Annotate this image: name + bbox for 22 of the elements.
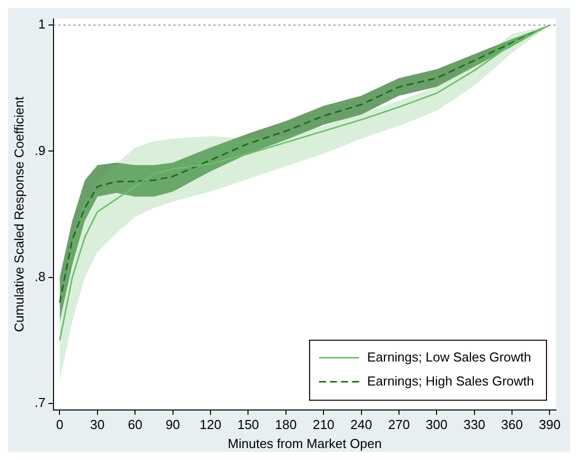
x-tick-label: 390 [538, 417, 561, 432]
y-tick-label: .8 [34, 268, 46, 284]
x-tick-label: 120 [200, 417, 222, 432]
x-tick-label: 180 [275, 417, 297, 432]
x-axis-title: Minutes from Market Open [228, 436, 382, 451]
y-tick-label: 1 [38, 16, 46, 32]
x-tick-label: 270 [388, 417, 410, 432]
legend-label: Earnings; High Sales Growth [367, 373, 534, 388]
y-axis-title: Cumulative Scaled Response Coefficient [11, 96, 26, 332]
x-tick-label: 330 [463, 417, 486, 432]
x-tick-label: 30 [90, 417, 105, 432]
x-tick-label: 90 [166, 417, 180, 432]
x-tick-label: 300 [426, 417, 448, 432]
y-tick-label: .9 [34, 142, 46, 158]
x-tick-label: 60 [128, 417, 142, 432]
legend-label: Earnings; Low Sales Growth [367, 349, 532, 364]
x-tick-label: 240 [350, 417, 372, 432]
x-tick-label: 360 [501, 417, 523, 432]
x-tick-label: 0 [56, 417, 64, 432]
y-tick-label: .7 [34, 395, 46, 410]
x-tick-label: 150 [237, 417, 260, 432]
x-tick-label: 210 [312, 417, 334, 432]
